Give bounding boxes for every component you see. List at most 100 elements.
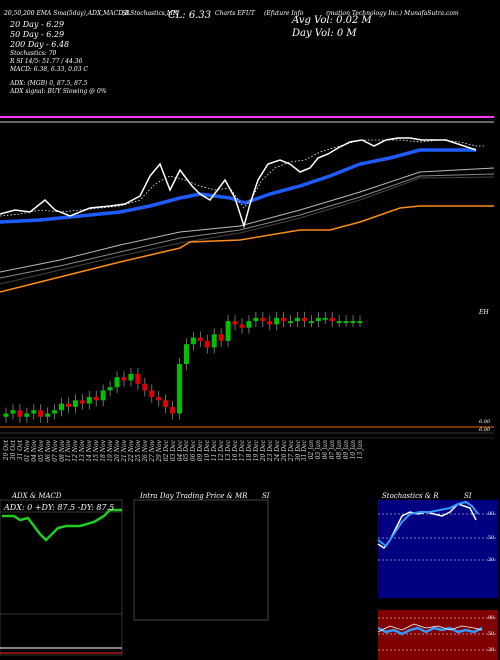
adx-values: ADX: 0 +DY: 87.5 -DY: 87.5 [4,503,115,512]
intraday-si: SI [262,492,270,500]
ema200-label: 200 Day - 6.48 [10,40,70,49]
date-label: 18 Dec [245,440,253,462]
intraday-title: Intra Day Trading Price & MR [140,492,248,500]
adx-panel [0,499,123,656]
candle-body [170,406,176,414]
candle-body [114,377,120,388]
candle-body [52,410,58,414]
adx-label: ADX: (MGB) 0, 87.5, 87.5 [10,80,88,87]
candle-body [301,317,307,322]
date-label: 29 Oct [3,440,10,461]
candle-body [79,400,85,404]
eh-label: EH [479,309,489,316]
candle-body [100,390,106,401]
sma5-line [0,139,486,217]
date-label: 20 Nov [114,440,122,462]
candle-body [336,321,342,324]
company-label2: rmation Technology Inc.) MunafaSutra.com [326,10,459,17]
candle-body [17,410,23,417]
candle-body [343,321,349,324]
ema50-label: 50 Day - 6.29 [10,30,65,39]
stoch-d-line [377,500,479,548]
candle-body [329,317,335,322]
ema-channel-upper [0,167,495,273]
candle-body [128,373,134,381]
symbol-label: Charts EFUT [215,10,255,17]
rsi-line-white [377,623,483,633]
ema20-line [0,137,477,229]
date-label: 20 Dec [259,440,267,462]
stoch-si: SI [464,492,472,500]
date-label: 05 Nov [37,440,45,462]
rsi-panel [378,610,498,660]
candle-body [177,364,183,414]
macd-label: MACD: 6.38, 6.33, 0.03 C [10,66,89,73]
ema-header: 20,50,200 EMA Sma(5day),ADX,MACD,B [4,10,130,17]
candle-body [274,317,280,325]
stoch-tick-50: 50 [488,535,495,541]
date-label: 04 Nov [30,440,38,462]
candle-body [121,377,127,381]
date-label: 19 Dec [252,440,260,462]
ema20-label: 20 Day - 6.29 [10,20,65,29]
candle-body [295,317,301,322]
candle-body [86,397,92,404]
candle-body [65,403,71,407]
candle-body [322,317,328,320]
date-label: 22 Nov [127,440,135,462]
date-label: 30 Oct [9,440,17,461]
date-label: 25 Nov [134,440,142,462]
candle-body [72,400,78,407]
candle-body [315,317,321,322]
candle-body [107,387,113,391]
price-label-1: 6.00 [479,419,491,425]
candle-body [357,321,363,324]
series-label: SLStochastics,MR [122,10,178,17]
candle-body [246,321,252,328]
adx-panel-title: ADX & MACD [12,492,62,500]
ema200-line [0,205,494,293]
candle-body [350,321,356,324]
candle-body [190,337,196,345]
candles [3,311,363,423]
adx-plus-line [2,508,122,542]
avg-vol-label: Avg Vol: 0.02 M [292,15,372,26]
candle-body [267,321,273,325]
candle-body [3,413,9,417]
date-label: 27 Dec [287,440,295,462]
date-label: 21 Nov [121,440,128,462]
day-vol-label: Day Vol: 0 M [292,28,357,39]
candle-body [93,397,99,401]
rsi-label: R SI 14/5: 51.77 / 44.36 [10,58,83,65]
date-label: 03 Dec [169,440,177,462]
candle-body [156,397,162,401]
rsi-line [377,626,483,636]
date-label: 23 Dec [266,440,274,462]
rsi-tick-20: 20 [488,647,495,653]
adx-signal-label: ADX signal: BUY Slowing @ 0% [10,88,107,95]
candle-body [135,373,141,384]
price-label-2: 6.00 [479,427,491,433]
ema-channel-low2 [0,176,495,285]
candle-body [38,410,44,417]
candle-body [308,321,314,324]
candle-body [281,317,287,322]
candle-body [163,400,169,407]
candle-body [253,317,259,322]
candle-body [288,321,294,324]
ema-channel-lower [0,173,495,279]
date-label: 24 Dec [273,440,281,462]
candle-body [239,324,245,328]
ema50-line [0,148,476,224]
stoch-panel [378,500,498,598]
stoch-tick-20: 20 [488,557,495,563]
date-label: 13 Jan [357,440,364,460]
date-label: 27 Nov [148,440,156,462]
rsi-tick-80: 80 [488,615,495,621]
date-label: 26 Nov [141,440,149,462]
date-label: 29 Nov [155,440,163,462]
date-label: 07 Nov [51,440,59,462]
candle-body [204,340,210,348]
candle-body [260,317,266,322]
